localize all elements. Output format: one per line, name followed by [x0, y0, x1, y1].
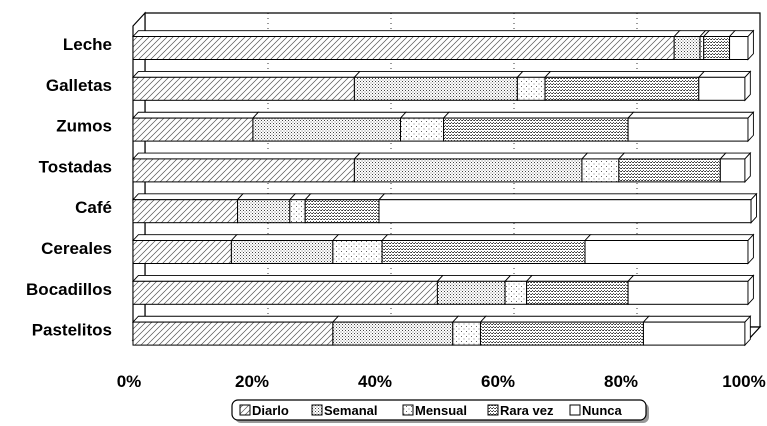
bar-segment	[381, 234, 592, 264]
bar-segment	[131, 315, 340, 346]
x-tick-labels: 0% 20% 40% 60% 80% 100%	[117, 372, 766, 391]
bar-segment	[627, 111, 755, 142]
bar-segment	[719, 152, 752, 183]
category-label: Galletas	[46, 76, 112, 95]
legend-item: Mensual	[402, 403, 467, 418]
bar-segment	[451, 315, 487, 346]
x-tick-label: 20%	[235, 372, 269, 391]
bar-segment	[399, 111, 451, 142]
x-tick-label: 40%	[358, 372, 392, 391]
bar-segment	[525, 275, 635, 305]
legend-label: Nunca	[582, 403, 623, 418]
x-tick-label: 60%	[481, 372, 515, 391]
bar-segment	[331, 234, 389, 264]
bar-segment	[544, 70, 706, 101]
category-label: Bocadillos	[26, 280, 112, 299]
x-tick-label: 100%	[722, 372, 765, 391]
legend-label: Rara vez	[500, 403, 554, 418]
bar-segment	[377, 193, 758, 224]
bar-segment	[236, 193, 297, 224]
legend-swatch	[239, 404, 251, 416]
bar-segment	[230, 234, 340, 264]
legend-item: Rara vez	[487, 403, 554, 418]
bar-segment	[131, 193, 244, 224]
bar-segment	[627, 275, 755, 305]
x-tick-label: 80%	[604, 372, 638, 391]
bar-segment	[131, 30, 681, 60]
legend-label: Diarlo	[252, 403, 289, 418]
legend: Diarlo Semanal Mensual Rara vez Nunca	[231, 399, 649, 423]
bar-segment	[131, 275, 444, 305]
bar-end-face	[747, 233, 754, 265]
bar-segment	[442, 111, 635, 142]
bar-segment	[580, 152, 626, 183]
x-tick-label: 0%	[117, 372, 142, 391]
legend-swatch	[402, 404, 414, 416]
legend-swatch	[487, 404, 499, 416]
legend-swatch	[311, 404, 323, 416]
category-label: Cereales	[41, 239, 112, 258]
legend-label: Mensual	[415, 403, 467, 418]
bar-end-face	[744, 70, 751, 102]
category-labels: Leche Galletas Zumos Tostadas Café Cereales Bo…	[26, 35, 112, 340]
bar-segment	[331, 315, 460, 346]
bar-segment	[131, 152, 361, 183]
bar-segment	[131, 111, 260, 142]
legend-item: Nunca	[569, 403, 623, 418]
bar-segment	[353, 70, 524, 101]
bar-segment	[251, 111, 407, 142]
bar-segment	[353, 152, 589, 183]
legend-item: Semanal	[311, 403, 377, 418]
bar-end-face	[744, 151, 751, 184]
category-label: Pastelitos	[32, 321, 112, 340]
bar-segment	[697, 70, 752, 101]
bar-segment	[617, 152, 727, 183]
bar-segment	[131, 70, 361, 101]
bar-end-face	[744, 315, 751, 347]
bar-segment	[642, 315, 752, 346]
bar-end-face	[747, 29, 754, 61]
bar-segment	[131, 234, 238, 264]
legend-box	[231, 399, 647, 421]
category-label: Tostadas	[39, 157, 112, 176]
category-label: Leche	[63, 35, 112, 54]
category-label: Zumos	[56, 117, 112, 136]
bar-segment	[702, 30, 736, 60]
bar-segment	[436, 275, 512, 305]
bar-segment	[479, 315, 650, 346]
bar-segment	[583, 234, 755, 264]
legend-label: Semanal	[324, 403, 377, 418]
legend-item: Diarlo	[239, 403, 289, 418]
bar-end-face	[750, 192, 757, 224]
legend-swatch	[569, 404, 581, 416]
bar-segment	[304, 193, 386, 224]
category-label: Café	[75, 198, 112, 217]
bar-end-face	[747, 111, 754, 143]
bars	[131, 29, 758, 347]
bar-end-face	[747, 274, 754, 306]
